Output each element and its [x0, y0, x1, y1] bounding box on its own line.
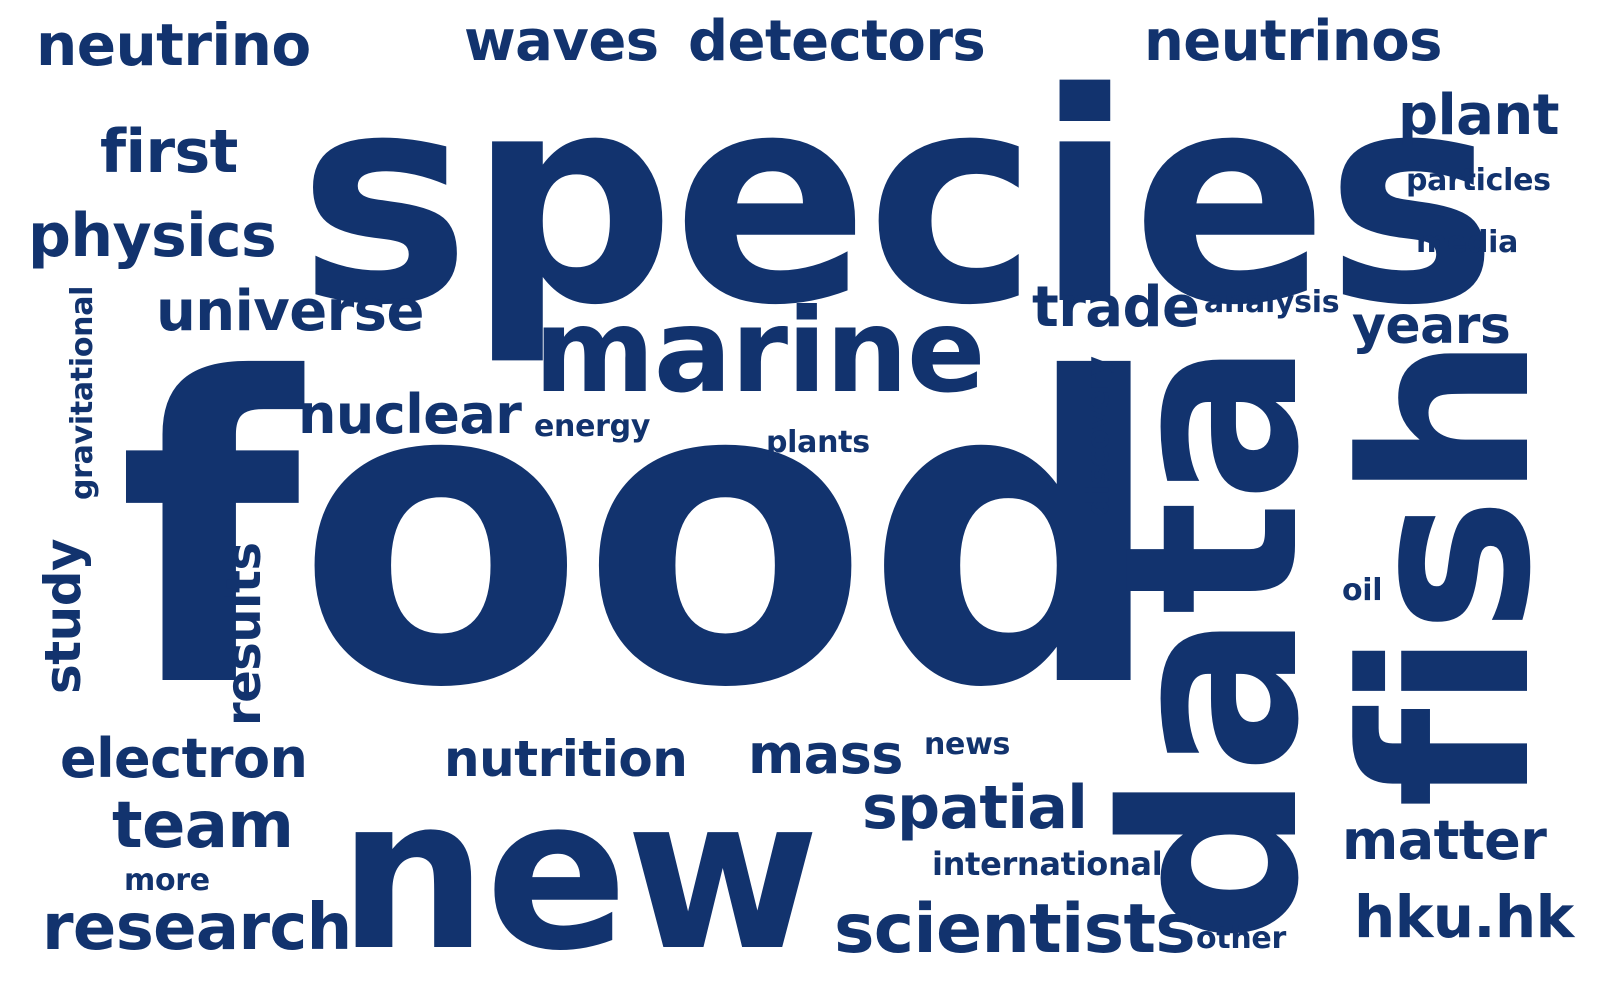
word-electron: electron [60, 727, 308, 790]
word-gravitational: gravitational [65, 285, 100, 500]
word-more: more [124, 863, 210, 898]
word-first: first [100, 117, 238, 187]
word-oil: oil [1342, 573, 1383, 608]
word-plant: plant [1398, 83, 1559, 148]
word-hku-hk: hku.hk [1354, 883, 1574, 951]
word-years: years [1352, 296, 1511, 356]
word-energy: energy [534, 409, 651, 444]
word-food: food [118, 291, 1166, 780]
word-study: study [34, 538, 92, 694]
word-international: international [932, 845, 1163, 883]
word-team: team [112, 789, 294, 863]
word-new: new [338, 752, 820, 997]
word-nuclear: nuclear [298, 383, 522, 446]
word-spatial: spatial [862, 773, 1088, 843]
word-waves: waves [464, 9, 659, 74]
word-plants: plants [766, 425, 870, 460]
word-analysis: analysis [1204, 285, 1340, 320]
word-results: results [216, 542, 272, 726]
word-detectors: detectors [688, 9, 986, 74]
word-other: other [1196, 921, 1286, 956]
word-mass: mass [748, 723, 903, 786]
word-discovery: discovery [1081, 356, 1116, 516]
word-media: media [1416, 225, 1519, 260]
word-particles: particles [1406, 163, 1551, 198]
word-physics: physics [28, 201, 277, 271]
word-research: research [42, 891, 352, 965]
word-neutrino: neutrino [36, 11, 311, 79]
word-species: species [298, 32, 1498, 369]
word-nutrition: nutrition [444, 730, 688, 788]
word-universe: universe [156, 279, 424, 344]
word-neutrinos: neutrinos [1144, 9, 1442, 74]
word-marine: marine [534, 284, 986, 419]
word-matter: matter [1342, 809, 1547, 872]
word-scientists: scientists [834, 890, 1196, 969]
word-news: news [924, 727, 1011, 762]
word-trade: trade [1032, 275, 1200, 340]
